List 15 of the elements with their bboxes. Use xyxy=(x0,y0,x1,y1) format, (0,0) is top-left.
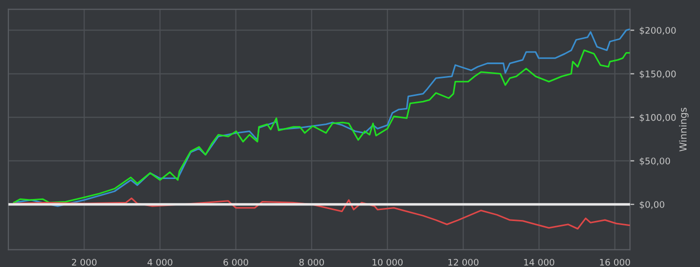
x-tick-label: 16 000 xyxy=(600,258,630,266)
x-tick-label: 12 000 xyxy=(448,258,478,266)
x-tick-label: 14 000 xyxy=(524,258,554,266)
x-tick-label: 6 000 xyxy=(224,258,248,266)
y-tick-label: $150,00 xyxy=(640,70,676,79)
y-tick-label: $200,00 xyxy=(640,26,676,35)
x-tick-label: 4 000 xyxy=(148,258,172,266)
y-tick-label: $100,00 xyxy=(640,114,676,122)
y-axis-title: Winnings xyxy=(679,108,689,152)
y-tick-label: $0,00 xyxy=(640,200,664,210)
x-tick-label: 2 000 xyxy=(72,258,97,266)
y-tick-label: $50,00 xyxy=(640,157,670,166)
x-tick-label: 8 000 xyxy=(299,258,324,266)
x-tick-label: 10 000 xyxy=(372,258,403,266)
line-series xyxy=(12,198,630,230)
